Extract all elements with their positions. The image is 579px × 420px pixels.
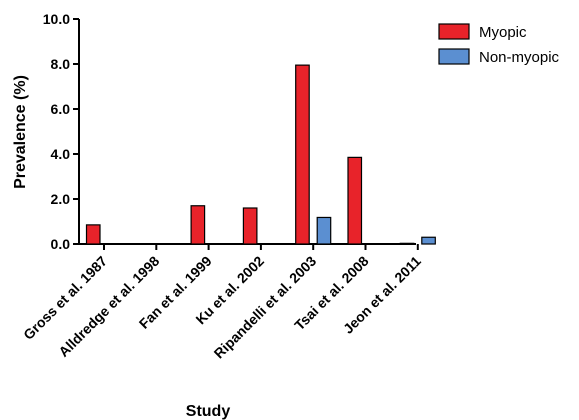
bar-non-myopic bbox=[421, 236, 436, 245]
legend-swatch bbox=[438, 48, 470, 65]
y-axis-title: Prevalence (%) bbox=[12, 75, 29, 189]
bar-myopic bbox=[242, 207, 258, 245]
y-tick-label: 6.0 bbox=[51, 101, 71, 117]
x-tick-label: Alldredge et al. 1998 bbox=[55, 253, 162, 360]
bar-myopic bbox=[85, 224, 101, 245]
bar-myopic bbox=[347, 156, 363, 245]
y-axis: 0.0 2.0 4.0 6.0 8.0 10.0 bbox=[43, 11, 80, 252]
bar-myopic bbox=[399, 242, 415, 245]
x-tick-label: Ripandelli et al. 2003 bbox=[211, 253, 320, 362]
y-tick-label: 8.0 bbox=[51, 56, 71, 72]
x-axis-title: Study bbox=[186, 403, 231, 420]
legend: Myopic Non-myopic bbox=[438, 23, 560, 66]
legend-label: Non-myopic bbox=[479, 49, 560, 66]
legend-label: Myopic bbox=[479, 24, 527, 41]
y-tick-label: 4.0 bbox=[51, 146, 71, 162]
bar-myopic bbox=[295, 64, 310, 245]
legend-swatch bbox=[438, 23, 470, 40]
y-tick-label: 0.0 bbox=[51, 236, 71, 252]
y-tick-label: 10.0 bbox=[43, 11, 70, 27]
y-tick-label: 2.0 bbox=[51, 191, 71, 207]
bar-myopic bbox=[190, 205, 206, 245]
bars bbox=[85, 64, 436, 245]
bar-non-myopic bbox=[316, 216, 332, 245]
